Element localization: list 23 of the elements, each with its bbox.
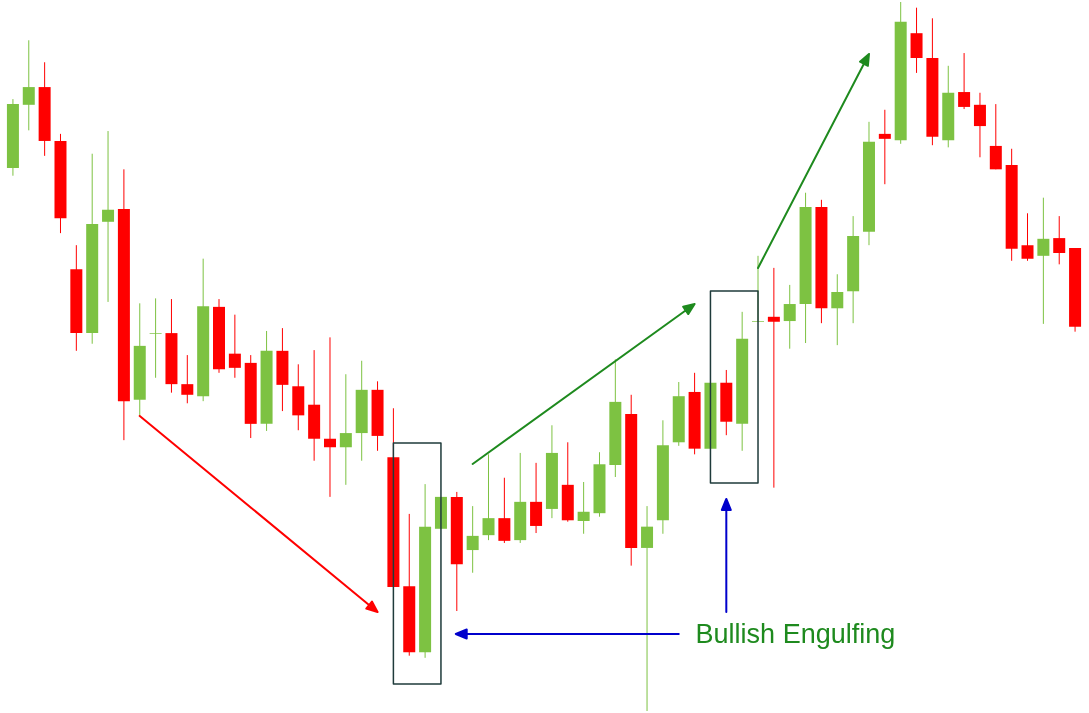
candlestick xyxy=(1053,215,1066,265)
candlestick xyxy=(181,354,194,404)
annotation: Bullish Engulfing xyxy=(695,619,896,649)
candlestick xyxy=(228,314,241,379)
candlestick xyxy=(783,284,796,350)
candlestick xyxy=(22,39,35,131)
candlestick xyxy=(878,109,891,185)
candlestick xyxy=(339,373,352,486)
candlestick xyxy=(831,273,844,346)
candlestick xyxy=(973,92,986,158)
candlestick xyxy=(1037,197,1050,325)
candlestick xyxy=(767,267,780,489)
candlestick xyxy=(323,336,336,498)
candlestick xyxy=(958,52,971,110)
candlestick xyxy=(1021,212,1034,262)
candlestick xyxy=(989,103,1002,170)
candlestick xyxy=(577,481,590,535)
candlestick xyxy=(498,477,511,544)
candlestick xyxy=(102,130,115,303)
candlestick xyxy=(466,505,479,574)
candlestick xyxy=(149,297,162,379)
candlestick xyxy=(641,505,654,712)
candlestick xyxy=(482,453,495,541)
